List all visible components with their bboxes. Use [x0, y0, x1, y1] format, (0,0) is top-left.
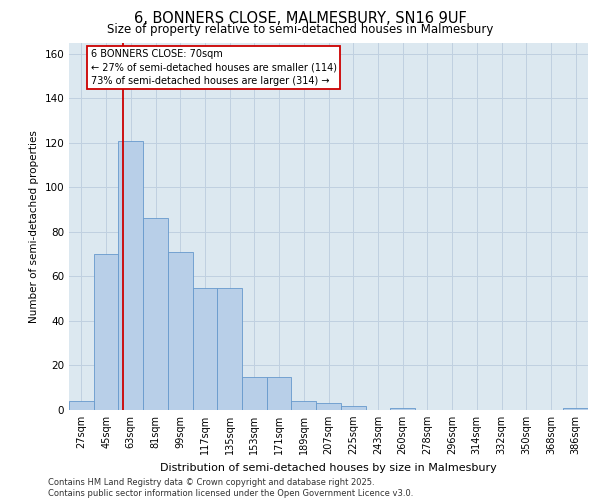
Bar: [267, 376, 292, 410]
Bar: [168, 252, 193, 410]
Bar: [563, 408, 588, 410]
X-axis label: Distribution of semi-detached houses by size in Malmesbury: Distribution of semi-detached houses by …: [160, 462, 497, 472]
Y-axis label: Number of semi-detached properties: Number of semi-detached properties: [29, 130, 39, 322]
Bar: [390, 408, 415, 410]
Bar: [316, 404, 341, 410]
Bar: [143, 218, 168, 410]
Text: Contains HM Land Registry data © Crown copyright and database right 2025.
Contai: Contains HM Land Registry data © Crown c…: [48, 478, 413, 498]
Bar: [217, 288, 242, 410]
Text: 6, BONNERS CLOSE, MALMESBURY, SN16 9UF: 6, BONNERS CLOSE, MALMESBURY, SN16 9UF: [134, 11, 466, 26]
Bar: [118, 140, 143, 410]
Bar: [242, 376, 267, 410]
Bar: [94, 254, 118, 410]
Text: Size of property relative to semi-detached houses in Malmesbury: Size of property relative to semi-detach…: [107, 22, 493, 36]
Bar: [69, 401, 94, 410]
Bar: [292, 401, 316, 410]
Bar: [193, 288, 217, 410]
Text: 6 BONNERS CLOSE: 70sqm
← 27% of semi-detached houses are smaller (114)
73% of se: 6 BONNERS CLOSE: 70sqm ← 27% of semi-det…: [91, 49, 337, 86]
Bar: [341, 406, 365, 410]
